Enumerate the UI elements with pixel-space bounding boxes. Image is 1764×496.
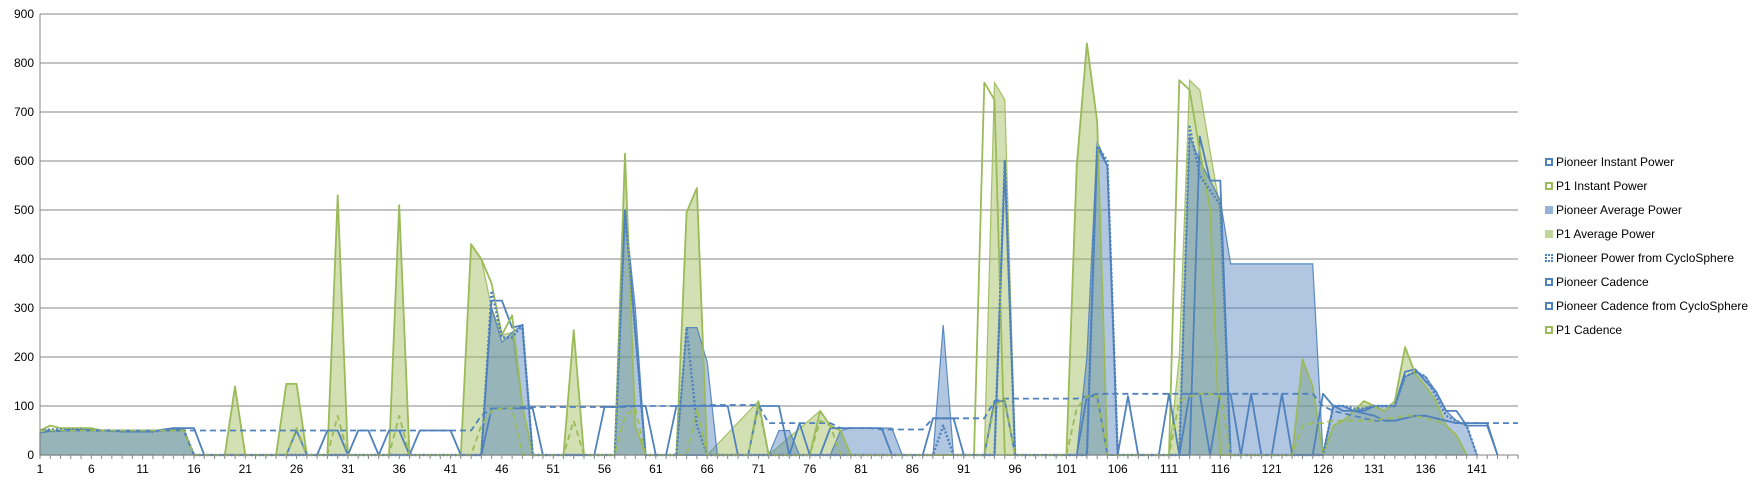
x-tick-label-91: 91 [957,462,971,476]
legend-label: Pioneer Power from CycloSphere [1556,251,1735,265]
area-series [39,43,1478,457]
legend-swatch-icon [1545,326,1553,334]
x-tick-label-41: 41 [444,462,458,476]
legend-item-pioneer-instant-power: Pioneer Instant Power [1545,150,1760,174]
x-tick-label-71: 71 [752,462,766,476]
x-tick-label-131: 131 [1364,462,1384,476]
legend-label: P1 Average Power [1556,227,1656,241]
y-tick-label-500: 500 [14,203,34,217]
x-tick-label-1: 1 [37,462,44,476]
x-tick-label-96: 96 [1008,462,1022,476]
x-tick-label-106: 106 [1108,462,1128,476]
x-tick-label-26: 26 [290,462,304,476]
legend-label: P1 Cadence [1556,323,1623,337]
legend-swatch-icon [1545,278,1553,286]
x-tick-label-81: 81 [854,462,868,476]
x-tick-label-116: 116 [1211,462,1230,476]
legend-label: P1 Instant Power [1556,179,1648,193]
y-tick-label-600: 600 [14,154,34,168]
y-tick-label-200: 200 [14,350,34,364]
x-tick-label-56: 56 [598,462,612,476]
x-tick-label-66: 66 [700,462,714,476]
line-series [39,42,1518,457]
legend-swatch-icon [1545,206,1553,214]
x-tick-label-36: 36 [393,462,407,476]
x-tick-label-31: 31 [341,462,355,476]
legend-item-p1-instant-power: P1 Instant Power [1545,174,1760,198]
legend-item-pioneer-cadence-from-cyclosphere: Pioneer Cadence from CycloSphere [1545,294,1760,318]
x-tick-label-51: 51 [547,462,561,476]
legend-item-pioneer-cadence: Pioneer Cadence [1545,270,1760,294]
x-tick-label-6: 6 [88,462,95,476]
legend-swatch-icon [1545,302,1553,310]
legend-label: Pioneer Cadence from CycloSphere [1556,299,1749,313]
x-tick-label-21: 21 [239,462,253,476]
legend-swatch-icon [1545,158,1553,166]
x-tick-label-16: 16 [187,462,201,476]
legend-swatch-icon [1545,182,1553,190]
x-tick-label-86: 86 [906,462,920,476]
legend-item-p1-cadence: P1 Cadence [1545,318,1760,342]
pioneer-power-from-cyclosphere-line [39,125,1479,457]
chart-legend: Pioneer Instant Power P1 Instant Power Pio… [1545,150,1760,342]
x-tick-label-136: 136 [1416,462,1436,476]
x-tick-label-126: 126 [1313,462,1333,476]
y-tick-label-300: 300 [14,301,34,315]
legend-label: Pioneer Instant Power [1556,155,1675,169]
legend-item-pioneer-average-power: Pioneer Average Power [1545,198,1760,222]
legend-swatch-icon [1545,254,1553,262]
x-tick-label-111: 111 [1160,462,1179,476]
x-tick-label-76: 76 [803,462,817,476]
x-tick-label-11: 11 [136,462,149,476]
x-tick-label-61: 61 [649,462,663,476]
y-tick-label-700: 700 [14,105,34,119]
y-tick-label-800: 800 [14,56,34,70]
y-tick-label-100: 100 [14,399,34,413]
legend-item-p1-average-power: P1 Average Power [1545,222,1760,246]
y-tick-label-0: 0 [27,448,34,462]
y-tick-label-900: 900 [14,7,34,21]
legend-label: Pioneer Average Power [1556,203,1682,217]
x-tick-label-46: 46 [495,462,509,476]
legend-label: Pioneer Cadence [1556,275,1649,289]
gridlines [40,13,1518,407]
x-tick-label-141: 141 [1467,462,1487,476]
legend-swatch-icon [1545,230,1553,238]
y-tick-label-400: 400 [14,252,34,266]
legend-item-pioneer-power-from-cyclosphere: Pioneer Power from CycloSphere [1545,246,1760,270]
x-tick-label-121: 121 [1262,462,1282,476]
x-tick-label-101: 101 [1056,462,1076,476]
